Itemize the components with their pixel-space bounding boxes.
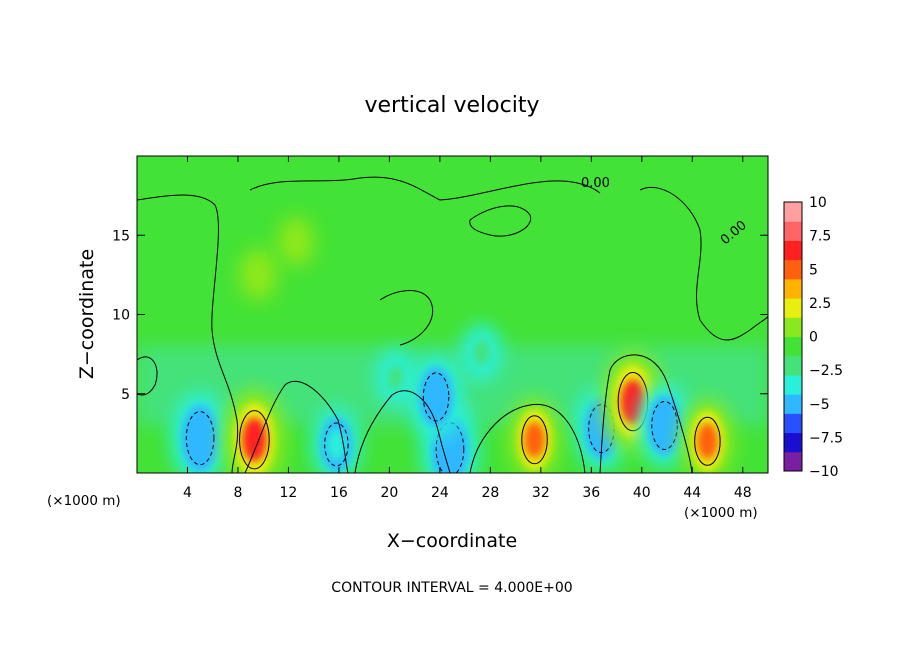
x-tick-label: 28 (481, 485, 499, 501)
field-core (250, 263, 266, 287)
colorbar-swatch (784, 317, 802, 337)
chart-title: vertical velocity (364, 93, 539, 118)
field-core (242, 417, 267, 462)
colorbar: 10 7.5 5 2.5 0 −2.5 −5 −7.5 −10 (783, 195, 843, 480)
colorbar-tick-label: −10 (809, 464, 839, 480)
field-core (524, 421, 545, 458)
zero-contour (244, 380, 349, 473)
field-core (189, 418, 212, 459)
zero-contour (379, 290, 434, 346)
x-tick-label: 8 (233, 485, 242, 501)
x-tick-label: 12 (280, 485, 298, 501)
x-tick-label: 44 (683, 485, 701, 501)
contour-line (185, 411, 215, 466)
x-axis: 4 8 12 16 20 24 28 32 36 40 44 48 (183, 156, 752, 501)
contour-line (324, 422, 349, 467)
colorbar-frame (783, 201, 803, 472)
field-core (438, 429, 462, 470)
colorbar-swatch (784, 336, 802, 357)
x-tick-label: 4 (183, 485, 192, 501)
x-tick-label: 20 (380, 485, 398, 501)
colorbar-tick-label: −7.5 (809, 430, 843, 446)
y-axis: 5 10 15 (112, 228, 768, 403)
colorbar-swatch (784, 432, 802, 453)
colorbar-swatch (784, 355, 802, 376)
zero-contour (599, 354, 693, 473)
zero-contour (137, 356, 158, 396)
contour-line (422, 372, 450, 422)
colorbar-swatch (784, 413, 802, 434)
y-tick-label: 5 (121, 387, 130, 403)
y-tick-label: 10 (112, 308, 130, 324)
zero-contour (469, 403, 586, 473)
colorbar-tick-label: 2.5 (809, 296, 831, 312)
plot-area: 0.000.00 (136, 155, 769, 474)
zero-contour (469, 205, 532, 237)
x-axis-label: X−coordinate (387, 530, 517, 552)
x-unit-left: (×1000 m) (47, 493, 121, 509)
colorbar-tick-label: 7.5 (809, 229, 831, 245)
x-tick-label: 36 (582, 485, 600, 501)
colorbar-swatch (784, 451, 802, 472)
colorbar-tick-label: −2.5 (809, 363, 843, 379)
x-tick-label: 32 (532, 485, 550, 501)
zero-contour (137, 194, 239, 473)
zero-contour (354, 390, 451, 473)
x-unit-right: (×1000 m) (684, 505, 758, 521)
contour-line (651, 400, 678, 450)
contour-line (239, 410, 270, 470)
colorbar-tick-label: 0 (809, 330, 818, 346)
colorbar-swatch (784, 374, 802, 395)
colorbar-tick-label: 10 (809, 195, 827, 211)
contour-interval-note: CONTOUR INTERVAL = 4.000E+00 (331, 580, 572, 596)
colorbar-swatch (784, 298, 802, 318)
field-core (654, 407, 675, 444)
colorbar-swatch (784, 259, 802, 280)
colorbar-tick-label: 5 (809, 262, 818, 278)
y-tick-label: 15 (112, 228, 130, 244)
contour-line (435, 422, 465, 473)
x-tick-label: 48 (734, 485, 752, 501)
colorbar-swatch (784, 240, 802, 261)
colorbar-swatch (784, 278, 802, 299)
colorbar-tick-label: −5 (809, 397, 830, 413)
zero-contour (639, 186, 768, 341)
x-tick-label: 16 (330, 485, 348, 501)
field-core (327, 428, 346, 461)
field-core (473, 340, 490, 365)
y-axis-label: Z−coordinate (76, 249, 98, 379)
field-core (388, 365, 404, 391)
contour-label: 0.00 (581, 176, 610, 191)
x-tick-label: 40 (633, 485, 651, 501)
zero-contour (249, 176, 601, 201)
colorbar-swatch (784, 202, 802, 222)
colorbar-swatch (784, 394, 802, 414)
contour-line (694, 416, 721, 466)
contour-line (521, 415, 548, 465)
field-core (425, 378, 447, 415)
x-tick-label: 24 (431, 485, 449, 501)
colorbar-swatch (784, 221, 802, 241)
field-core (697, 423, 718, 460)
field-core (289, 230, 304, 253)
